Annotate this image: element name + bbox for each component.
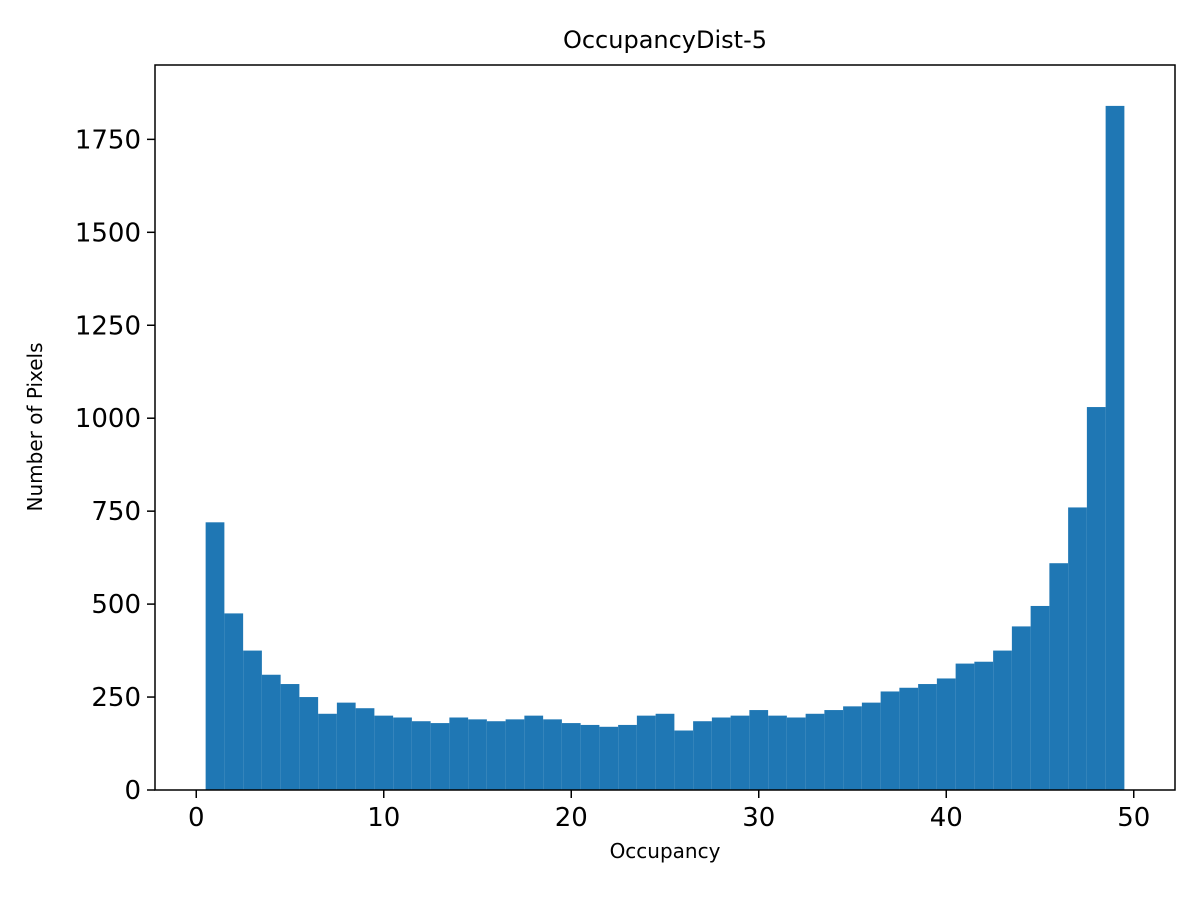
histogram-bar [243,650,262,790]
histogram-bar [355,708,375,790]
histogram-bar [936,678,956,790]
x-tick-label: 10 [367,803,400,833]
histogram-bar [749,710,769,790]
histogram-bar [1086,407,1106,790]
x-tick-label: 20 [555,803,588,833]
histogram-bar [393,717,412,790]
histogram-bar [1068,507,1087,790]
plot-border [154,64,1176,791]
x-axis-label: Occupancy [610,839,721,863]
histogram-bar [543,719,562,790]
histogram-bar [786,717,806,790]
histogram-bar [411,721,431,790]
x-tick-label: 0 [188,803,205,833]
y-tick-label: 250 [91,683,141,713]
histogram-bar [899,687,919,790]
y-tick-label: 750 [91,497,141,527]
x-tick-label: 40 [930,803,963,833]
histogram-bar [861,702,881,790]
histogram-bar [636,715,656,790]
bars-layer [205,105,1125,790]
histogram-bar [693,721,712,790]
histogram-bar [318,713,337,790]
histogram-bar [280,684,300,790]
histogram-bar [843,706,862,790]
histogram-bar [1105,105,1125,790]
histogram-bar [468,719,487,790]
y-tick-label: 1750 [75,125,141,155]
histogram-bar [261,674,281,790]
y-tick-label: 0 [124,776,141,806]
histogram-bar [224,613,244,790]
y-tick-label: 1500 [75,218,141,248]
y-tick-label: 1250 [75,311,141,341]
histogram-bar [336,702,356,790]
histogram-bar [580,724,600,790]
histogram-bar [711,717,731,790]
histogram-bar [1049,563,1069,790]
histogram-bar [674,730,694,790]
histogram-bar [805,713,825,790]
histogram-bar [430,723,450,790]
histogram-bar [955,663,975,790]
histogram-bar [993,650,1012,790]
histogram-bar [768,715,787,790]
histogram-bar [561,723,581,790]
histogram-bar [374,715,394,790]
histogram-bar [449,717,469,790]
histogram-bar [205,522,225,790]
histogram-bar [486,721,506,790]
histogram-bar [974,661,994,790]
histogram-bar [299,697,319,790]
histogram-bar [618,724,637,790]
histogram-bar [918,684,937,790]
x-tick-label: 50 [1117,803,1150,833]
y-tick-label: 1000 [75,404,141,434]
histogram-bar [880,691,900,790]
histogram-bar [505,719,525,790]
x-tick-label: 30 [742,803,775,833]
chart-title: OccupancyDist-5 [563,26,767,54]
histogram-bar [824,710,844,790]
histogram-bar [730,715,750,790]
y-tick-label: 500 [91,590,141,620]
histogram-bar [1011,626,1031,790]
histogram-bar [1030,605,1050,790]
histogram-bar [524,715,544,790]
histogram-bar [599,726,619,790]
histogram-bar [655,713,675,790]
y-axis-label: Number of Pixels [23,342,47,511]
